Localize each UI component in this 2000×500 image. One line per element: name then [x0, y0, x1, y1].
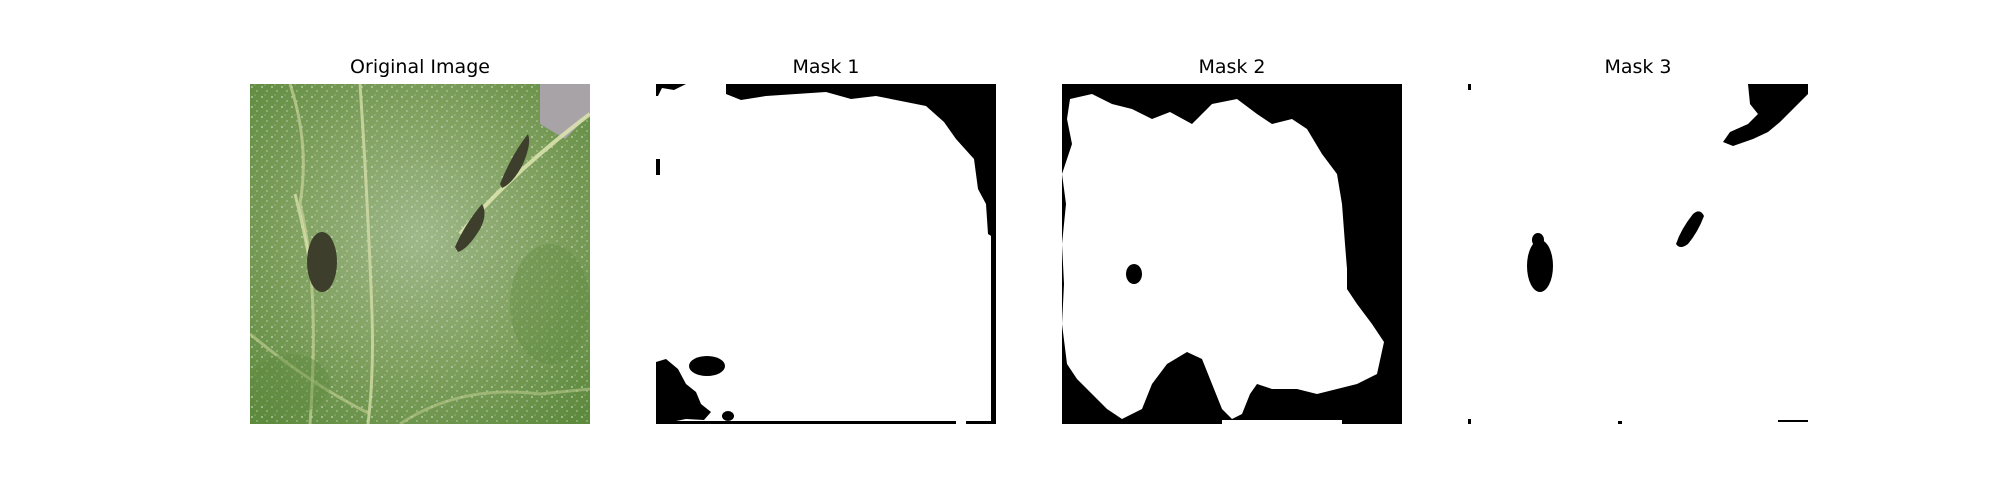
mask-3-graphic: [1468, 84, 1808, 424]
mask-2-image: [1062, 84, 1402, 424]
mask-3-image: [1468, 84, 1808, 424]
panel-original-image: Original Image: [250, 56, 590, 424]
panel-title: Original Image: [350, 56, 490, 78]
panel-title: Mask 3: [1604, 56, 1672, 78]
panel-title: Mask 1: [792, 56, 860, 78]
mask-1-graphic: [656, 84, 996, 424]
mask-1-image: [656, 84, 996, 424]
panel-mask-1: Mask 1: [656, 56, 996, 424]
mask-2-graphic: [1062, 84, 1402, 424]
leaf-photo-image: [250, 84, 590, 424]
panel-mask-3: Mask 3: [1468, 56, 1808, 424]
panel-mask-2: Mask 2: [1062, 56, 1402, 424]
panel-title: Mask 2: [1198, 56, 1266, 78]
leaf-photo: [250, 84, 590, 424]
